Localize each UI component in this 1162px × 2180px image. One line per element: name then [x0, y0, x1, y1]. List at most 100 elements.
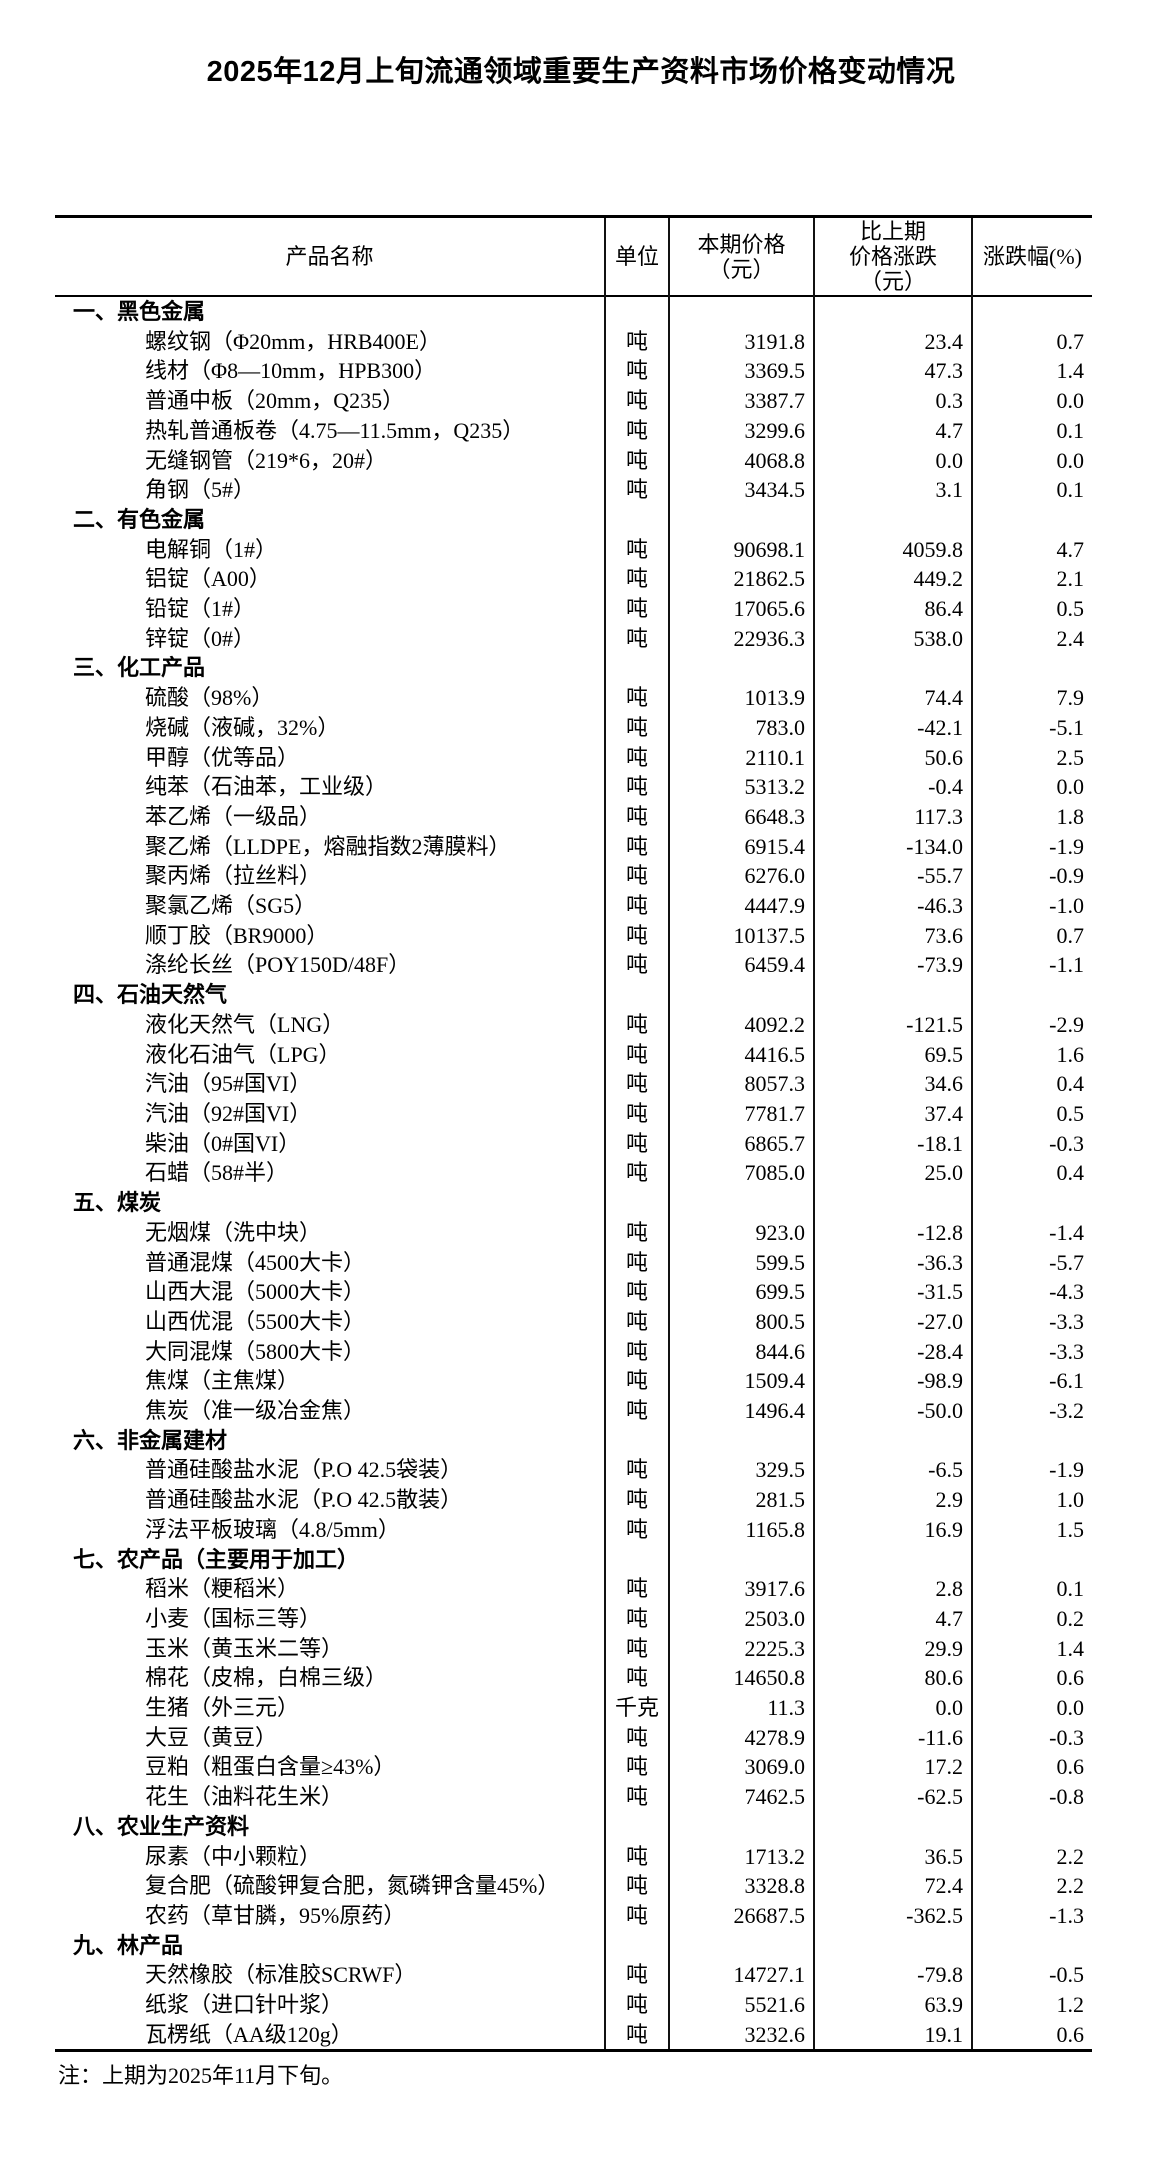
product-name-cell: 螺纹钢（Φ20mm，HRB400E）	[145, 328, 441, 354]
price-change-cell: 72.4	[813, 1871, 972, 1901]
category-row: 六、非金属建材	[55, 1425, 1092, 1456]
current-price-cell: 7462.5	[668, 1782, 814, 1812]
unit-cell: 吨	[604, 742, 669, 773]
item-row: 普通硅酸盐水泥（P.O 42.5袋装） 吨 329.5 -6.5 -1.9	[55, 1455, 1092, 1486]
unit-cell: 吨	[604, 1277, 669, 1307]
change-percent-cell: -1.1	[971, 950, 1092, 981]
change-percent-cell: 1.2	[971, 1990, 1092, 2020]
price-change-cell: 80.6	[813, 1663, 972, 1694]
price-change-cell: -50.0	[813, 1396, 972, 1426]
change-percent-cell: 0.0	[971, 1693, 1092, 1723]
product-name-cell: 铝锭（A00）	[145, 566, 271, 592]
product-name-cell: 汽油（95#国VI）	[145, 1071, 312, 1097]
current-price-cell: 2225.3	[668, 1633, 814, 1664]
product-name-cell: 液化石油气（LPG）	[145, 1041, 341, 1067]
current-price-cell	[668, 653, 814, 684]
change-percent-cell: -1.3	[971, 1900, 1092, 1931]
unit-cell: 吨	[604, 1396, 669, 1426]
price-change-cell	[813, 1188, 972, 1218]
item-row: 铝锭（A00） 吨 21862.5 449.2 2.1	[55, 564, 1092, 595]
product-name-cell: 纯苯（石油苯，工业级）	[145, 774, 388, 800]
price-change-cell: 23.4	[813, 326, 972, 357]
current-price-cell: 3328.8	[668, 1871, 814, 1901]
item-row: 甲醇（优等品） 吨 2110.1 50.6 2.5	[55, 742, 1092, 773]
price-change-cell	[813, 1544, 972, 1575]
product-name-cell: 无烟煤（洗中块）	[145, 1219, 322, 1245]
change-percent-cell: -3.2	[971, 1396, 1092, 1426]
change-percent-cell: 4.7	[971, 534, 1092, 565]
product-name-cell: 玉米（黄玉米二等）	[145, 1635, 344, 1661]
price-change-cell: 50.6	[813, 742, 972, 773]
change-percent-cell: -1.9	[971, 1455, 1092, 1486]
price-change-cell: -62.5	[813, 1782, 972, 1812]
unit-cell: 吨	[604, 1900, 669, 1931]
unit-cell: 吨	[604, 1841, 669, 1872]
item-row: 石蜡（58#半） 吨 7085.0 25.0 0.4	[55, 1158, 1092, 1189]
price-change-cell: 0.0	[813, 1693, 972, 1723]
change-percent-cell: -0.8	[971, 1782, 1092, 1812]
change-percent-cell: 0.7	[971, 326, 1092, 357]
price-change-cell	[813, 296, 972, 327]
unit-cell: 吨	[604, 950, 669, 981]
unit-cell: 吨	[604, 772, 669, 802]
item-row: 柴油（0#国VI） 吨 6865.7 -18.1 -0.3	[55, 1128, 1092, 1159]
product-name-cell: 线材（Φ8—10mm，HPB300）	[145, 358, 437, 384]
item-row: 生猪（外三元） 千克 11.3 0.0 0.0	[55, 1693, 1092, 1723]
current-price-cell: 7085.0	[668, 1158, 814, 1189]
current-price-cell: 5521.6	[668, 1990, 814, 2020]
item-row: 无缝钢管（219*6，20#）吨 4068.8 0.0 0.0	[55, 445, 1092, 476]
product-name-cell: 普通硅酸盐水泥（P.O 42.5散装）	[145, 1487, 463, 1513]
current-price-cell: 4447.9	[668, 891, 814, 921]
current-price-cell: 6459.4	[668, 950, 814, 981]
current-price-cell: 4068.8	[668, 445, 814, 476]
change-percent-cell: 0.6	[971, 1663, 1092, 1694]
unit-cell	[604, 296, 669, 327]
item-row: 山西优混（5500大卡） 吨 800.5 -27.0 -3.3	[55, 1306, 1092, 1337]
product-name-cell: 复合肥（硫酸钾复合肥，氮磷钾含量45%）	[145, 1873, 560, 1899]
item-row: 液化天然气（LNG） 吨 4092.2 -121.5 -2.9	[55, 1009, 1092, 1040]
item-row: 棉花（皮棉，白棉三级） 吨 14650.8 80.6 0.6	[55, 1663, 1092, 1694]
current-price-cell: 6865.7	[668, 1128, 814, 1159]
product-name-cell: 焦炭（准一级冶金焦）	[145, 1398, 366, 1424]
unit-cell: 吨	[604, 1752, 669, 1783]
item-row: 花生（油料花生米） 吨 7462.5 -62.5 -0.8	[55, 1782, 1092, 1812]
change-percent-cell: -3.3	[971, 1336, 1092, 1367]
current-price-cell: 7781.7	[668, 1098, 814, 1129]
change-percent-cell: 0.7	[971, 920, 1092, 951]
change-percent-cell: -0.9	[971, 861, 1092, 892]
change-percent-cell: 1.8	[971, 801, 1092, 832]
price-change-cell: 47.3	[813, 356, 972, 387]
price-change-cell: 73.6	[813, 920, 972, 951]
current-price-cell: 4092.2	[668, 1009, 814, 1040]
current-price-cell: 2110.1	[668, 742, 814, 773]
item-row: 大同混煤（5800大卡） 吨 844.6 -28.4 -3.3	[55, 1336, 1092, 1367]
unit-cell: 吨	[604, 386, 669, 416]
current-price-cell: 783.0	[668, 712, 814, 743]
product-name-cell: 电解铜（1#）	[145, 536, 278, 562]
change-percent-cell: 1.6	[971, 1039, 1092, 1070]
page-title: 2025年12月上旬流通领域重要生产资料市场价格变动情况	[206, 56, 956, 88]
header-product-name: 产品名称	[285, 244, 374, 269]
change-percent-cell: -0.5	[971, 1960, 1092, 1991]
product-name-cell: 瓦楞纸（AA级120g）	[145, 2021, 353, 2047]
current-price-cell: 6276.0	[668, 861, 814, 892]
product-name-cell: 稻米（粳稻米）	[145, 1576, 300, 1602]
price-change-cell: -98.9	[813, 1366, 972, 1397]
price-change-cell: -55.7	[813, 861, 972, 892]
category-row: 二、有色金属	[55, 504, 1092, 535]
category-row: 三、化工产品	[55, 653, 1092, 684]
unit-cell: 吨	[604, 1722, 669, 1753]
change-percent-cell	[971, 1188, 1092, 1218]
unit-cell: 吨	[604, 594, 669, 624]
unit-cell: 吨	[604, 564, 669, 595]
change-percent-cell	[971, 1425, 1092, 1456]
product-name-cell: 花生（油料花生米）	[145, 1784, 344, 1810]
change-percent-cell: 0.5	[971, 594, 1092, 624]
item-row: 普通硅酸盐水泥（P.O 42.5散装） 吨 281.5 2.9 1.0	[55, 1485, 1092, 1515]
price-change-cell	[813, 504, 972, 535]
current-price-cell: 3369.5	[668, 356, 814, 387]
current-price-cell: 1013.9	[668, 683, 814, 713]
product-name-cell: 纸浆（进口针叶浆）	[145, 1992, 344, 2018]
current-price-cell	[668, 504, 814, 535]
unit-cell: 吨	[604, 1306, 669, 1337]
